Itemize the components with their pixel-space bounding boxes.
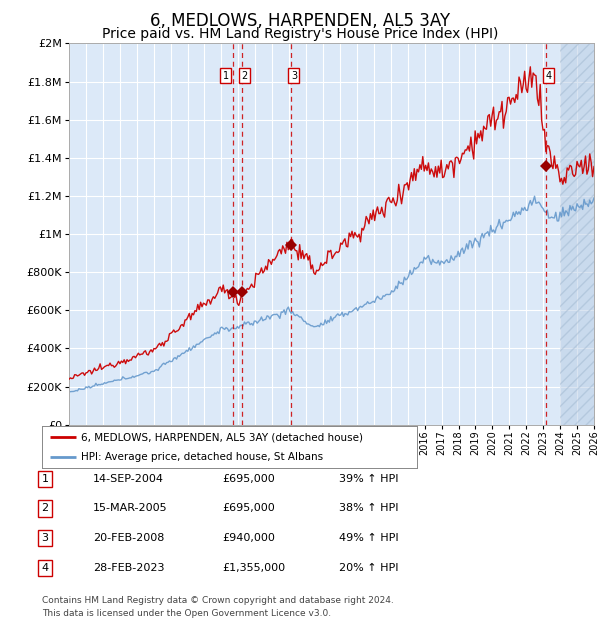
- Text: £1,355,000: £1,355,000: [222, 563, 285, 573]
- Text: Price paid vs. HM Land Registry's House Price Index (HPI): Price paid vs. HM Land Registry's House …: [102, 27, 498, 41]
- Text: 28-FEB-2023: 28-FEB-2023: [93, 563, 164, 573]
- Text: 49% ↑ HPI: 49% ↑ HPI: [339, 533, 398, 543]
- Text: 4: 4: [545, 71, 551, 81]
- Text: £695,000: £695,000: [222, 503, 275, 513]
- Text: £940,000: £940,000: [222, 533, 275, 543]
- Text: 1: 1: [41, 474, 49, 484]
- Text: 3: 3: [41, 533, 49, 543]
- Text: 6, MEDLOWS, HARPENDEN, AL5 3AY: 6, MEDLOWS, HARPENDEN, AL5 3AY: [150, 12, 450, 30]
- Text: 2: 2: [241, 71, 248, 81]
- Text: 1: 1: [223, 71, 229, 81]
- Text: 20-FEB-2008: 20-FEB-2008: [93, 533, 164, 543]
- Text: £695,000: £695,000: [222, 474, 275, 484]
- Text: HPI: Average price, detached house, St Albans: HPI: Average price, detached house, St A…: [82, 452, 323, 462]
- Text: 4: 4: [41, 563, 49, 573]
- Text: 15-MAR-2005: 15-MAR-2005: [93, 503, 167, 513]
- Text: 20% ↑ HPI: 20% ↑ HPI: [339, 563, 398, 573]
- Text: 3: 3: [291, 71, 297, 81]
- Text: 14-SEP-2004: 14-SEP-2004: [93, 474, 164, 484]
- Text: 39% ↑ HPI: 39% ↑ HPI: [339, 474, 398, 484]
- Text: Contains HM Land Registry data © Crown copyright and database right 2024.
This d: Contains HM Land Registry data © Crown c…: [42, 596, 394, 618]
- Bar: [560, 43, 594, 425]
- Text: 2: 2: [41, 503, 49, 513]
- Text: 38% ↑ HPI: 38% ↑ HPI: [339, 503, 398, 513]
- Text: 6, MEDLOWS, HARPENDEN, AL5 3AY (detached house): 6, MEDLOWS, HARPENDEN, AL5 3AY (detached…: [82, 432, 364, 442]
